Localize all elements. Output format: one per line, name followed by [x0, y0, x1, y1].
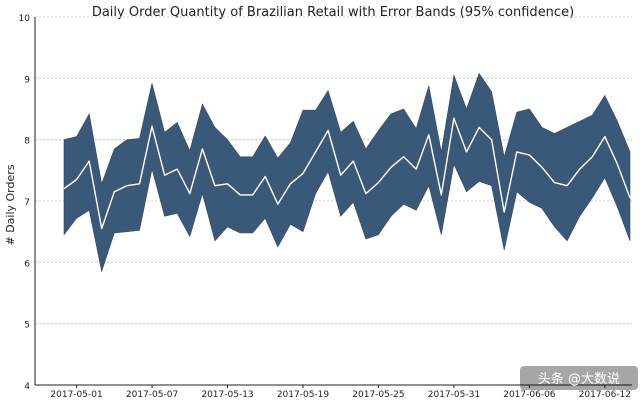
y-tick-label: 10 — [19, 14, 31, 24]
y-tick-label: 6 — [24, 259, 30, 269]
x-tick-label: 2017-05-25 — [352, 390, 404, 400]
x-tick-label: 2017-05-31 — [428, 390, 480, 400]
watermark: 头条 @大数说 — [520, 366, 638, 390]
mean-line — [63, 117, 631, 230]
x-tick-label: 2017-05-01 — [50, 390, 102, 400]
x-tick-label: 2017-06-06 — [503, 390, 556, 400]
error-band — [63, 72, 631, 273]
y-tick-label: 7 — [24, 198, 30, 208]
axes — [34, 17, 632, 388]
y-tick-label: 9 — [24, 75, 30, 85]
x-tick-label: 2017-06-12 — [579, 390, 631, 400]
y-axis-label: # Daily Orders — [4, 164, 17, 245]
error-band-layer — [63, 72, 631, 273]
mean-line-layer — [63, 117, 631, 230]
y-tick-label: 8 — [24, 137, 30, 147]
y-tick-label: 4 — [24, 382, 30, 392]
chart-title: Daily Order Quantity of Brazilian Retail… — [92, 5, 574, 20]
y-tick-label: 5 — [24, 321, 30, 331]
tick-labels: 4 5 6 7 8 9 10 2017-05-01 2017-05-07 2017-05-13 20… — [19, 14, 631, 400]
x-tick-label: 2017-05-13 — [201, 390, 253, 400]
x-tick-label: 2017-05-19 — [277, 390, 330, 400]
x-tick-label: 2017-05-07 — [126, 390, 178, 400]
watermark-text: 头条 @大数说 — [538, 371, 620, 387]
